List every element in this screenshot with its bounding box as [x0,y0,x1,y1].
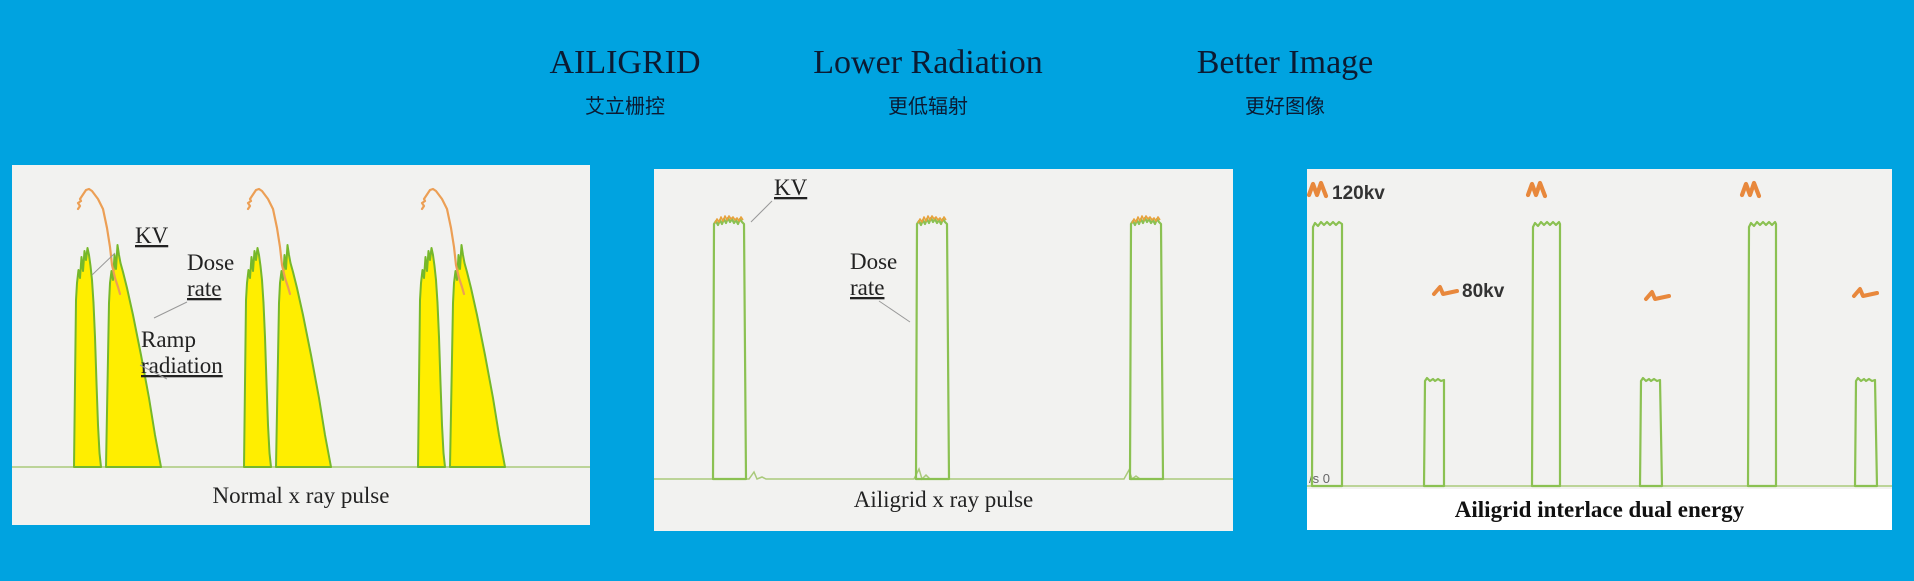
svg-text:Dose: Dose [850,249,897,274]
svg-text:KV: KV [135,223,169,248]
svg-text:rate: rate [850,275,884,300]
svg-text:Dose: Dose [187,250,234,275]
svg-text:80kv: 80kv [1462,281,1505,302]
svg-text:KV: KV [774,175,808,200]
svg-text:120kv: 120kv [1332,183,1385,204]
svg-text:radiation: radiation [141,353,223,378]
svg-text:Ramp: Ramp [141,327,196,352]
svg-text:rate: rate [187,276,221,301]
